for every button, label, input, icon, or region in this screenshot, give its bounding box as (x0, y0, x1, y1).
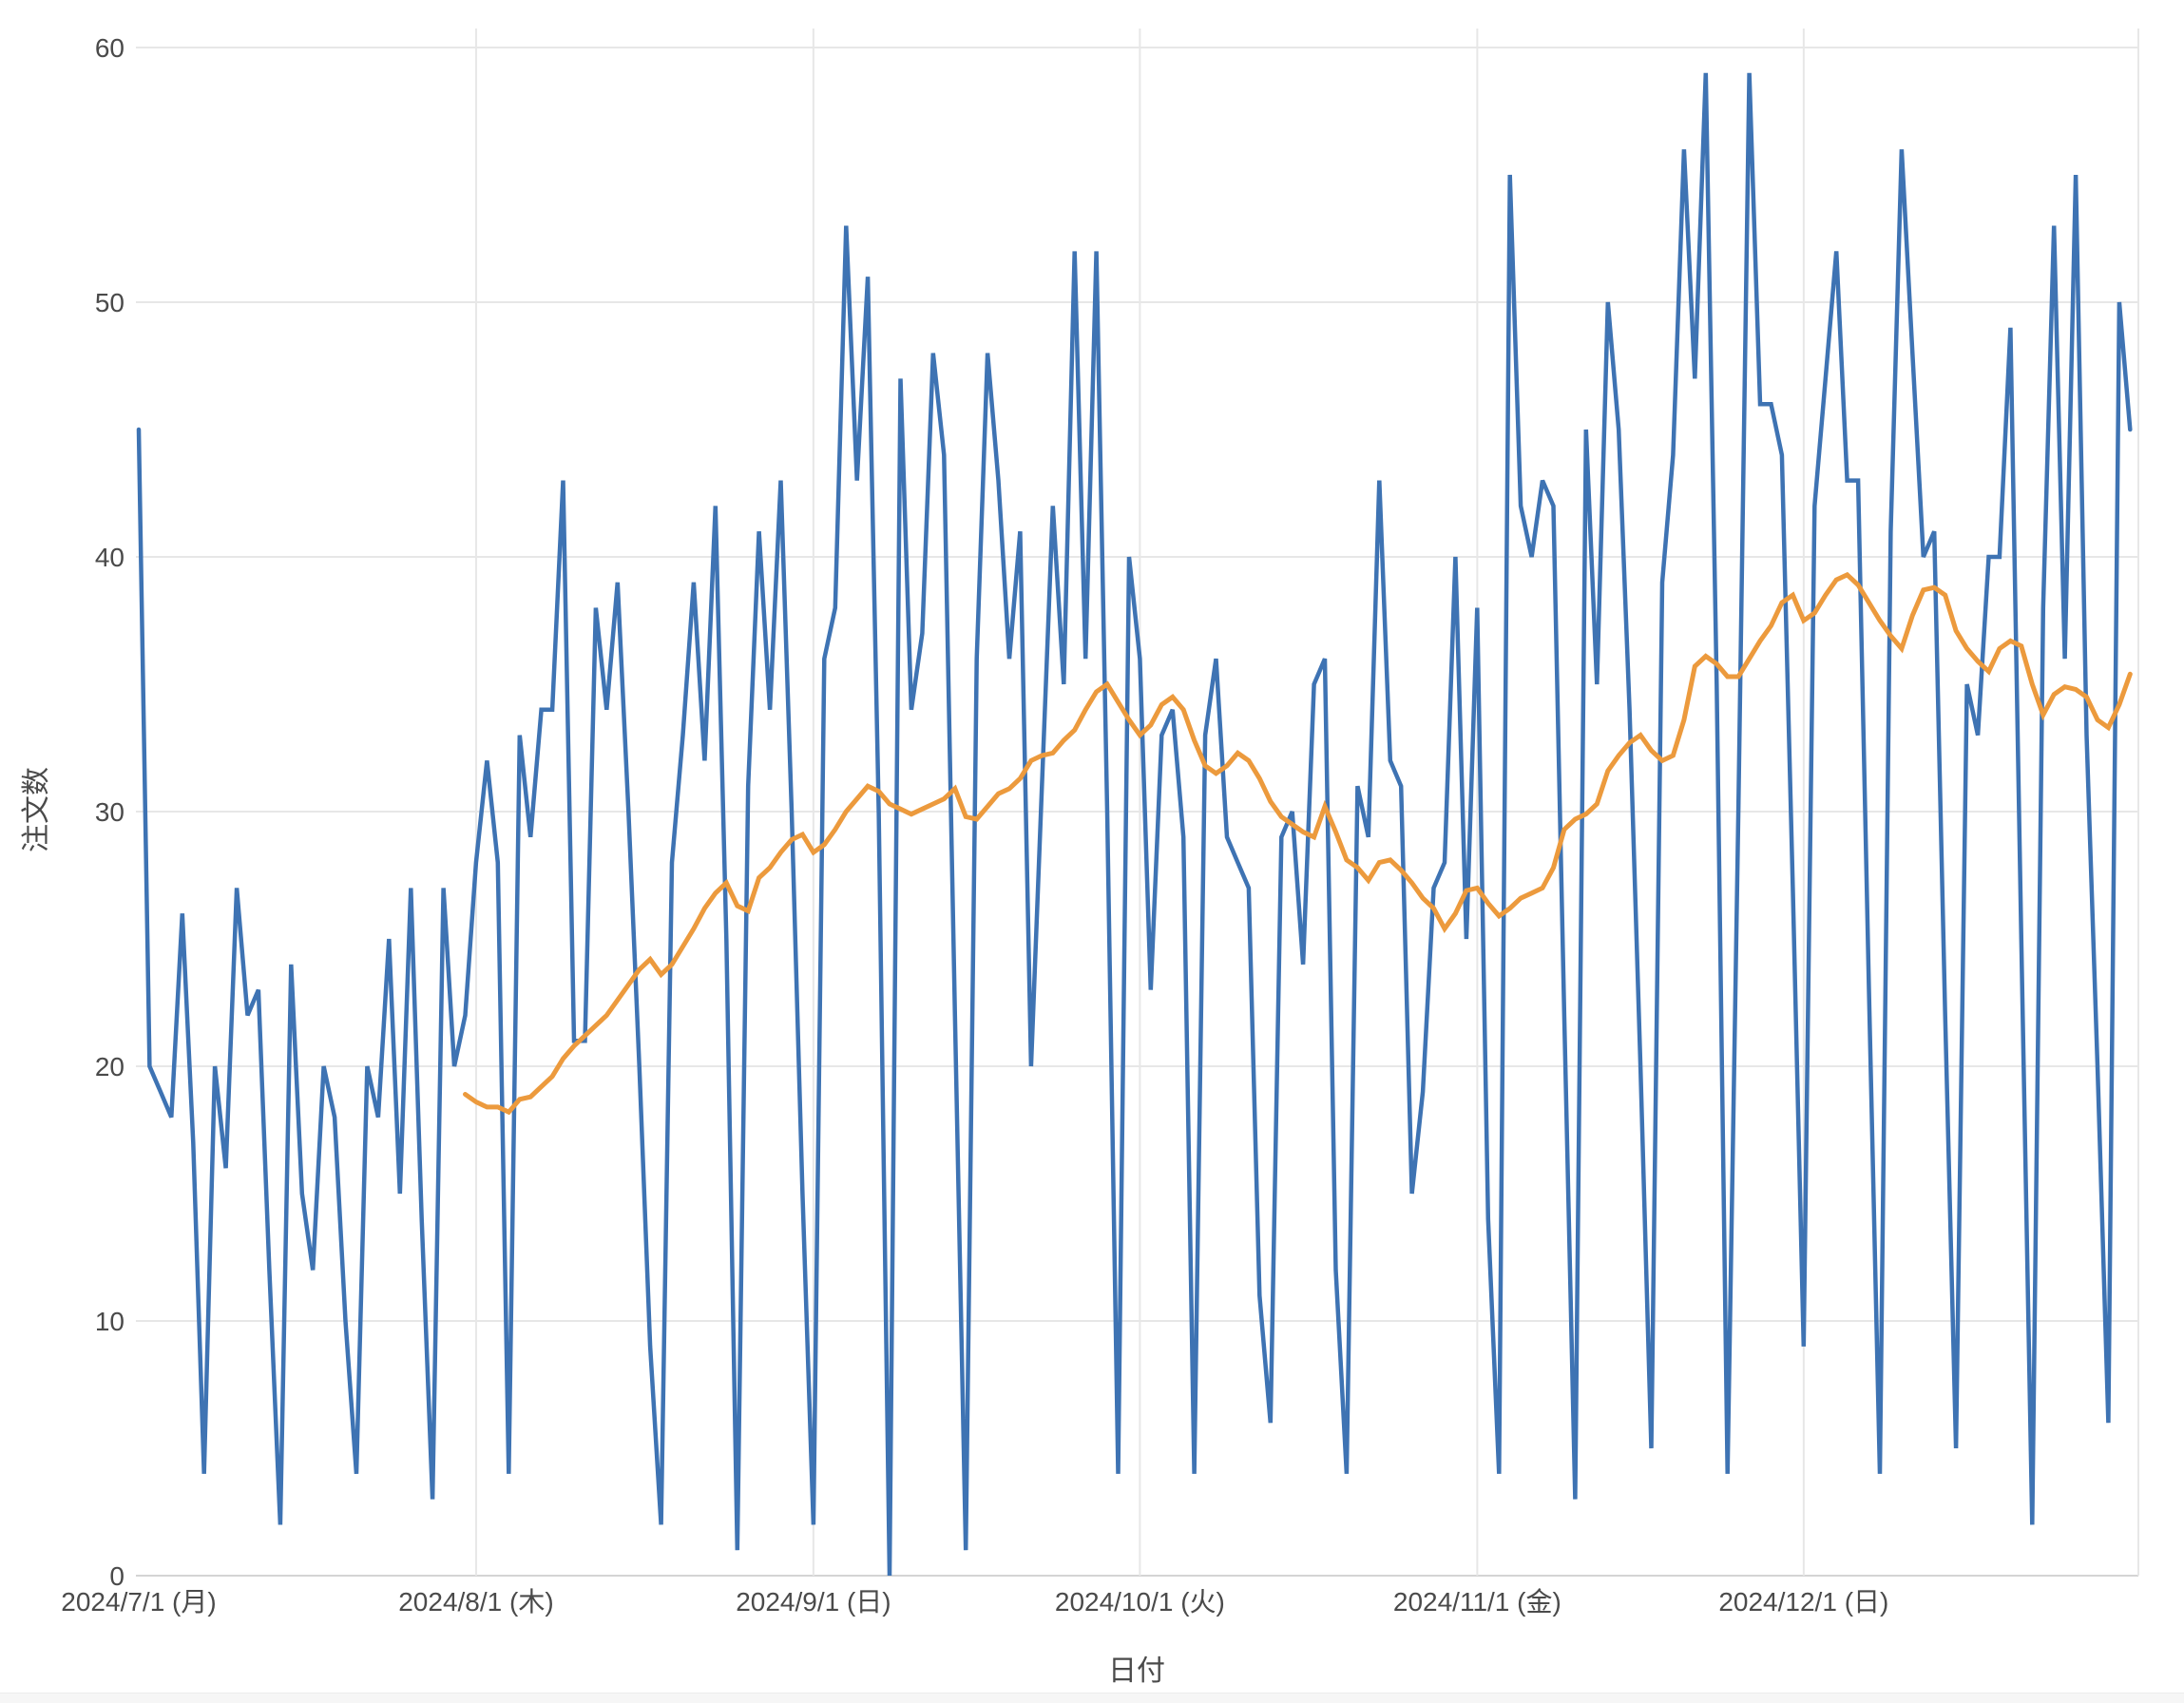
window-bottom-edge (0, 1693, 2184, 1703)
gridlines (136, 29, 2139, 1577)
y-tick-label: 50 (95, 288, 125, 317)
x-tick-label: 2024/9/1 (日) (736, 1587, 891, 1617)
y-axis-title: 注文数 (21, 767, 52, 852)
x-axis-tick-labels: 2024/7/1 (月) 2024/8/1 (木) 2024/9/1 (日) 2024… (61, 1587, 1888, 1617)
y-axis-tick-labels: 0 10 20 30 40 50 60 (95, 33, 125, 1591)
daily-orders-line[interactable] (136, 72, 2133, 1577)
y-tick-label: 30 (95, 797, 125, 827)
series-layer (136, 72, 2133, 1577)
x-tick-label: 2024/8/1 (木) (398, 1587, 553, 1617)
x-tick-label: 2024/12/1 (日) (1718, 1587, 1888, 1617)
moving-average-line[interactable] (463, 571, 2133, 1116)
y-tick-label: 40 (95, 543, 125, 572)
y-tick-label: 20 (95, 1052, 125, 1081)
y-tick-label: 10 (95, 1307, 125, 1336)
x-axis-title: 日付 (1108, 1655, 1165, 1687)
x-tick-label: 2024/11/1 (金) (1393, 1587, 1561, 1617)
x-tick-label: 2024/10/1 (火) (1055, 1587, 1225, 1617)
x-tick-label: 2024/7/1 (月) (61, 1587, 216, 1617)
y-tick-label: 60 (95, 33, 125, 63)
y-tick-label: 0 (109, 1561, 125, 1591)
